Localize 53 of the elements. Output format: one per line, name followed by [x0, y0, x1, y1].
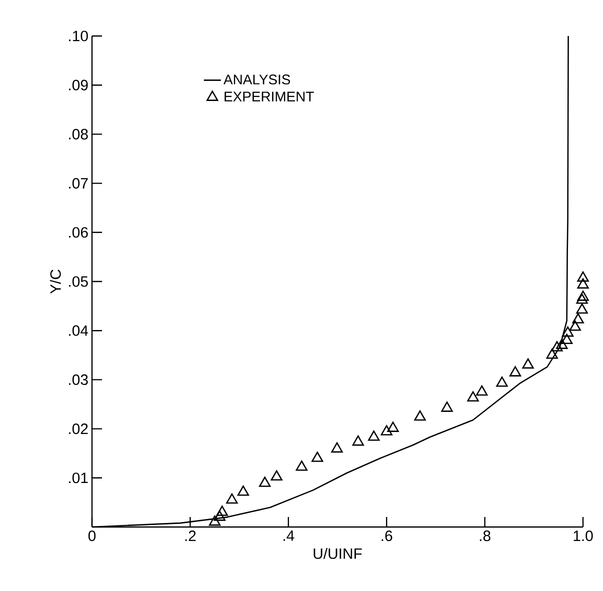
y-tick-label: .01 [69, 472, 88, 484]
point [577, 271, 589, 282]
point [476, 385, 488, 396]
y-axis-title: Y/C [50, 270, 61, 294]
point [577, 290, 589, 301]
y-tick-label: .10 [69, 30, 88, 42]
point [569, 320, 581, 331]
point [214, 510, 226, 521]
point [556, 338, 568, 349]
point [560, 334, 573, 344]
point [551, 341, 563, 352]
y-tick-label: .02 [69, 424, 88, 434]
point [576, 303, 588, 314]
x-tick-label: .2 [185, 530, 196, 541]
point [509, 366, 522, 376]
point [577, 278, 589, 289]
x-tick-label: .8 [480, 530, 490, 542]
point [216, 506, 228, 516]
point [226, 493, 238, 504]
point [352, 435, 364, 446]
point [380, 425, 392, 436]
point [576, 294, 588, 304]
point [237, 486, 250, 496]
point [312, 452, 324, 462]
point [572, 313, 584, 324]
y-tick-label: .07 [69, 178, 88, 189]
point [368, 430, 380, 441]
point [562, 326, 574, 337]
x-tick-label: 1.0 [574, 530, 593, 542]
point [259, 476, 271, 487]
y-tick-label: .04 [69, 325, 88, 336]
point [208, 515, 221, 526]
point [331, 442, 343, 453]
y-tick-label: .03 [69, 374, 88, 385]
point [441, 402, 453, 412]
x-tick-label: .4 [284, 530, 294, 541]
legend-label: ANALYSIS [224, 74, 290, 84]
point [496, 376, 508, 387]
legend-label: EXPERIMENT [224, 92, 314, 102]
y-tick-label: .05 [69, 276, 88, 287]
point [296, 460, 308, 471]
point [522, 358, 534, 369]
x-axis-title: U/UINF [314, 548, 362, 559]
x-tick-label: .6 [382, 530, 392, 542]
y-tick-label: .06 [69, 227, 88, 238]
point [546, 348, 558, 359]
x-tick-label: 0 [88, 530, 96, 542]
point [467, 391, 479, 402]
point [387, 422, 399, 432]
y-tick-label: .08 [69, 128, 88, 140]
y-tick-label: .09 [69, 80, 88, 90]
point [414, 410, 426, 421]
point [270, 470, 282, 481]
